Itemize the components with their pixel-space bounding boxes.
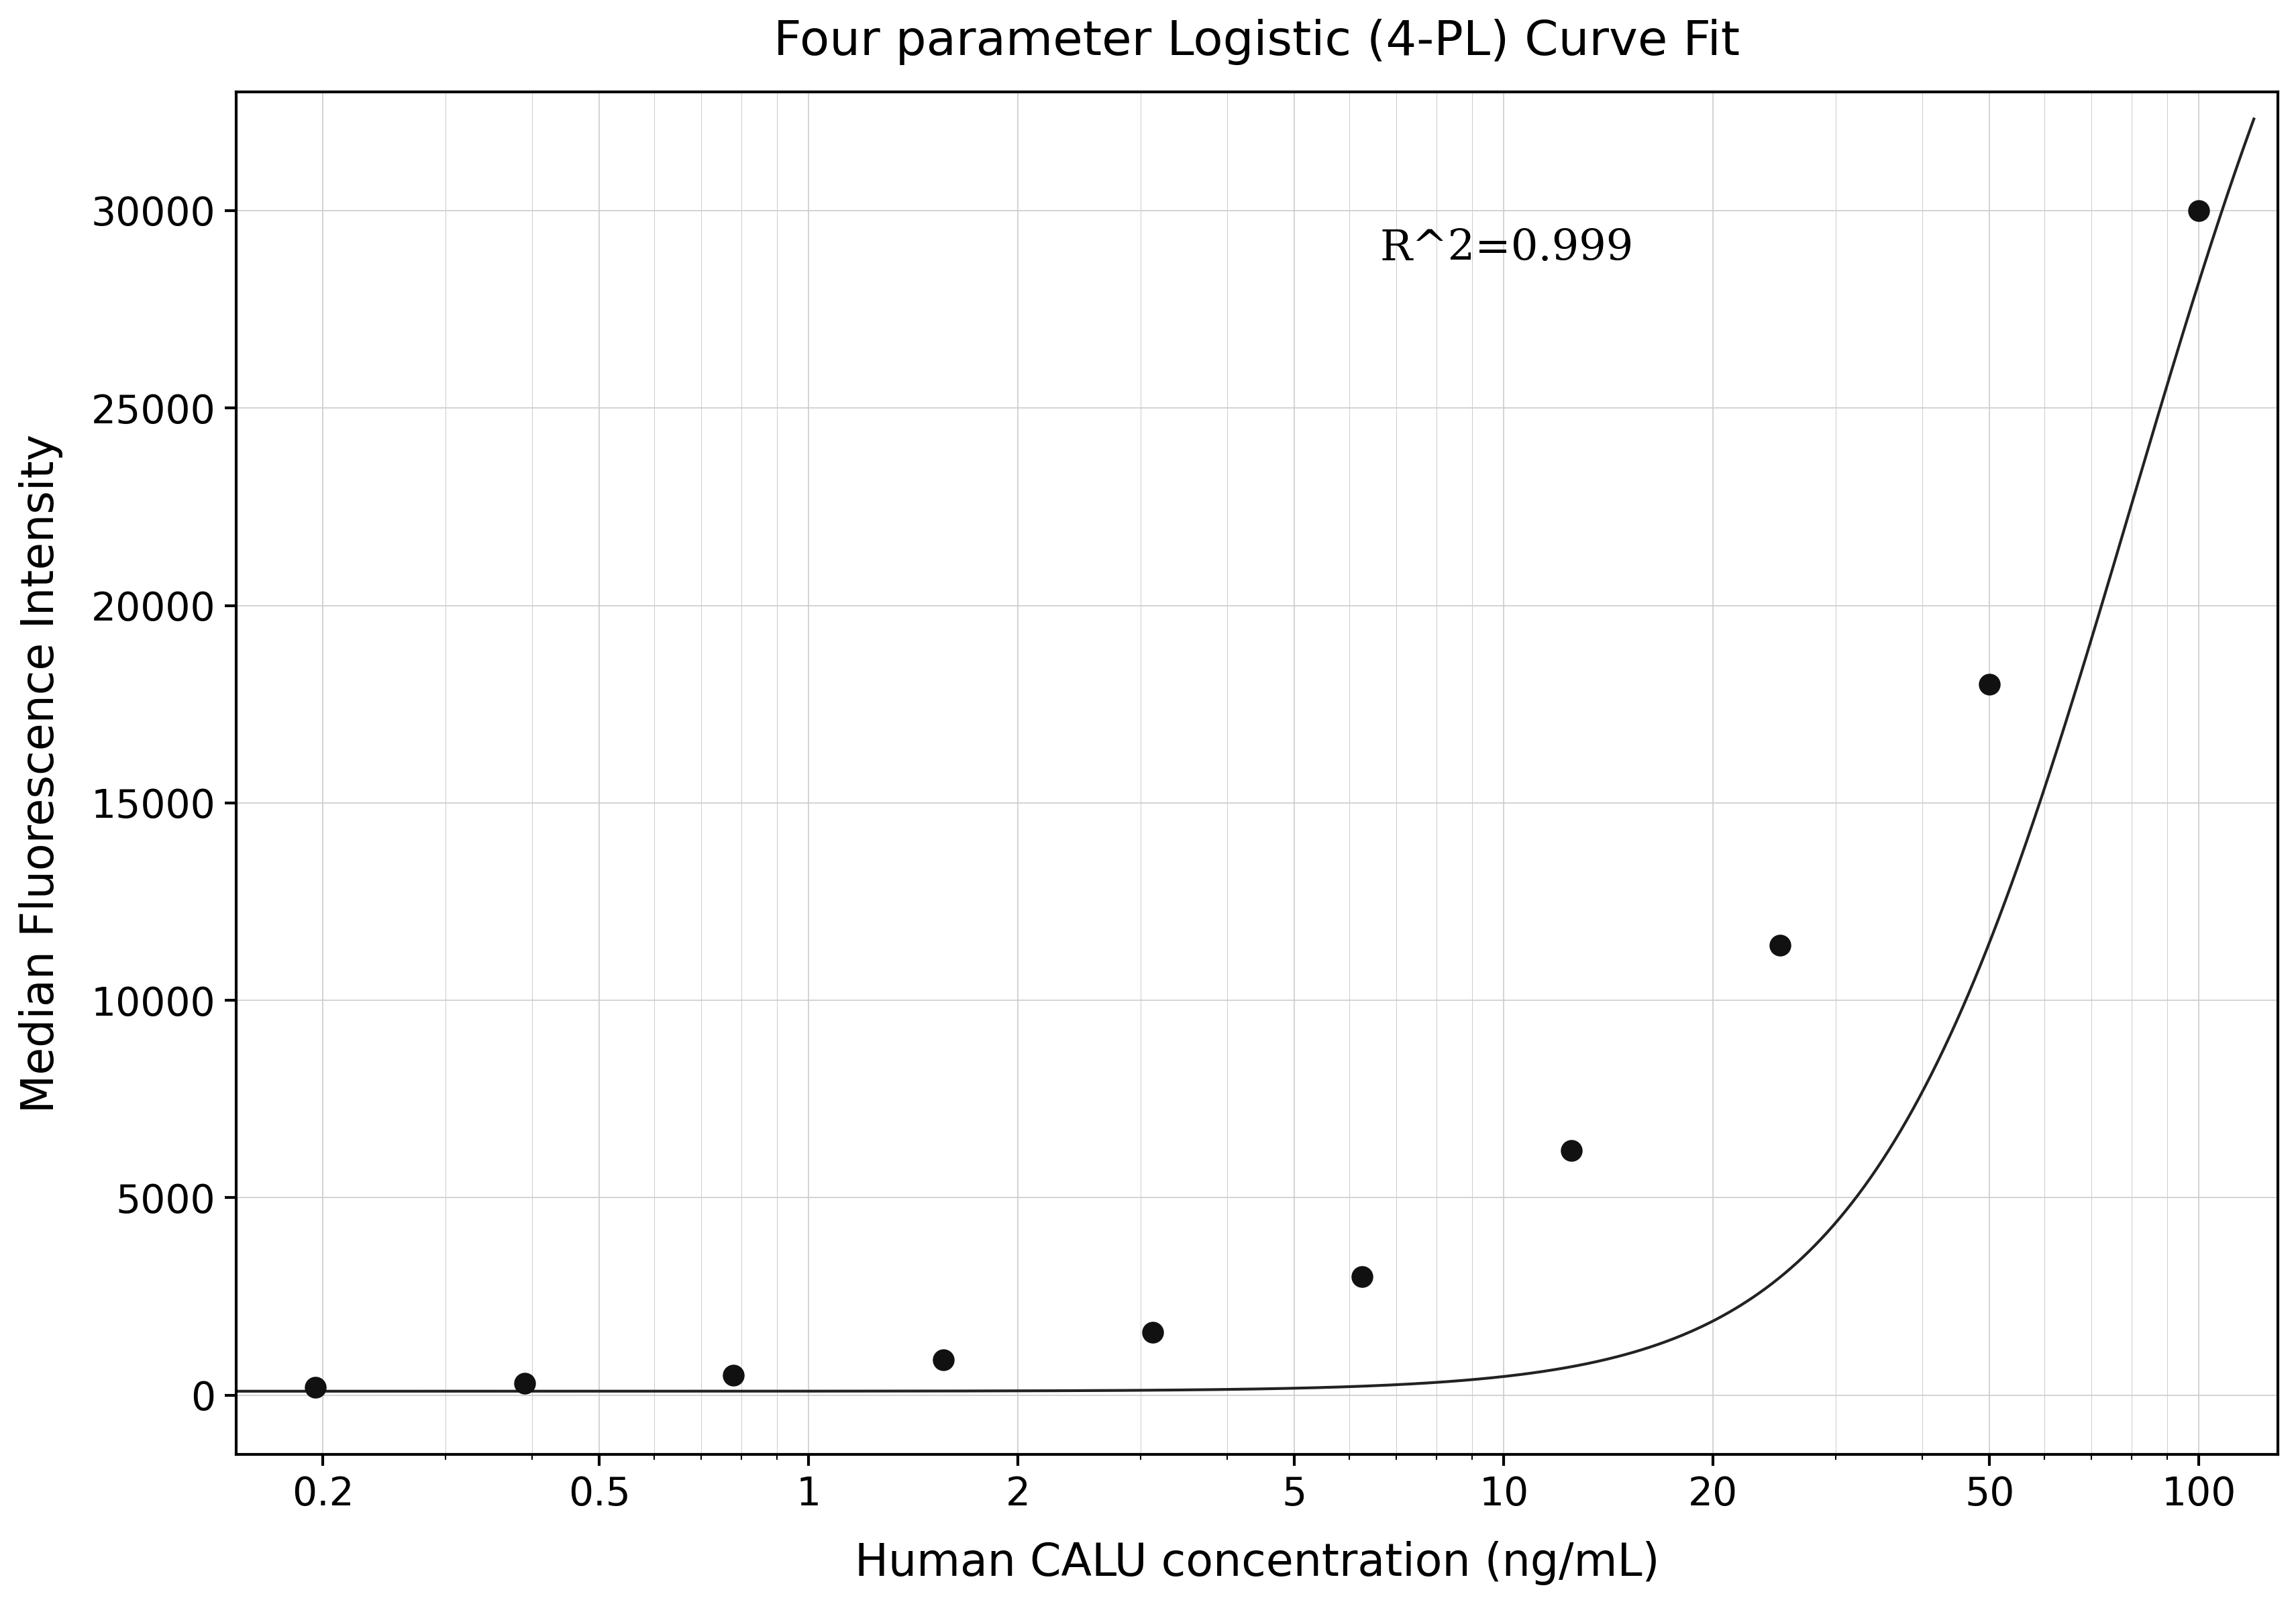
Point <box>925 1347 962 1373</box>
Y-axis label: Median Fluorescence Intensity: Median Fluorescence Intensity <box>18 433 62 1113</box>
Point <box>1552 1137 1589 1163</box>
Point <box>1134 1318 1171 1344</box>
Title: Four parameter Logistic (4-PL) Curve Fit: Four parameter Logistic (4-PL) Curve Fit <box>774 19 1740 64</box>
X-axis label: Human CALU concentration (ng/mL): Human CALU concentration (ng/mL) <box>854 1541 1660 1585</box>
Point <box>714 1362 751 1387</box>
Point <box>2179 197 2216 223</box>
Point <box>1970 672 2007 698</box>
Point <box>1761 932 1798 958</box>
Point <box>1343 1264 1380 1290</box>
Point <box>296 1375 333 1400</box>
Text: R^2=0.999: R^2=0.999 <box>1380 228 1632 269</box>
Point <box>505 1370 542 1395</box>
